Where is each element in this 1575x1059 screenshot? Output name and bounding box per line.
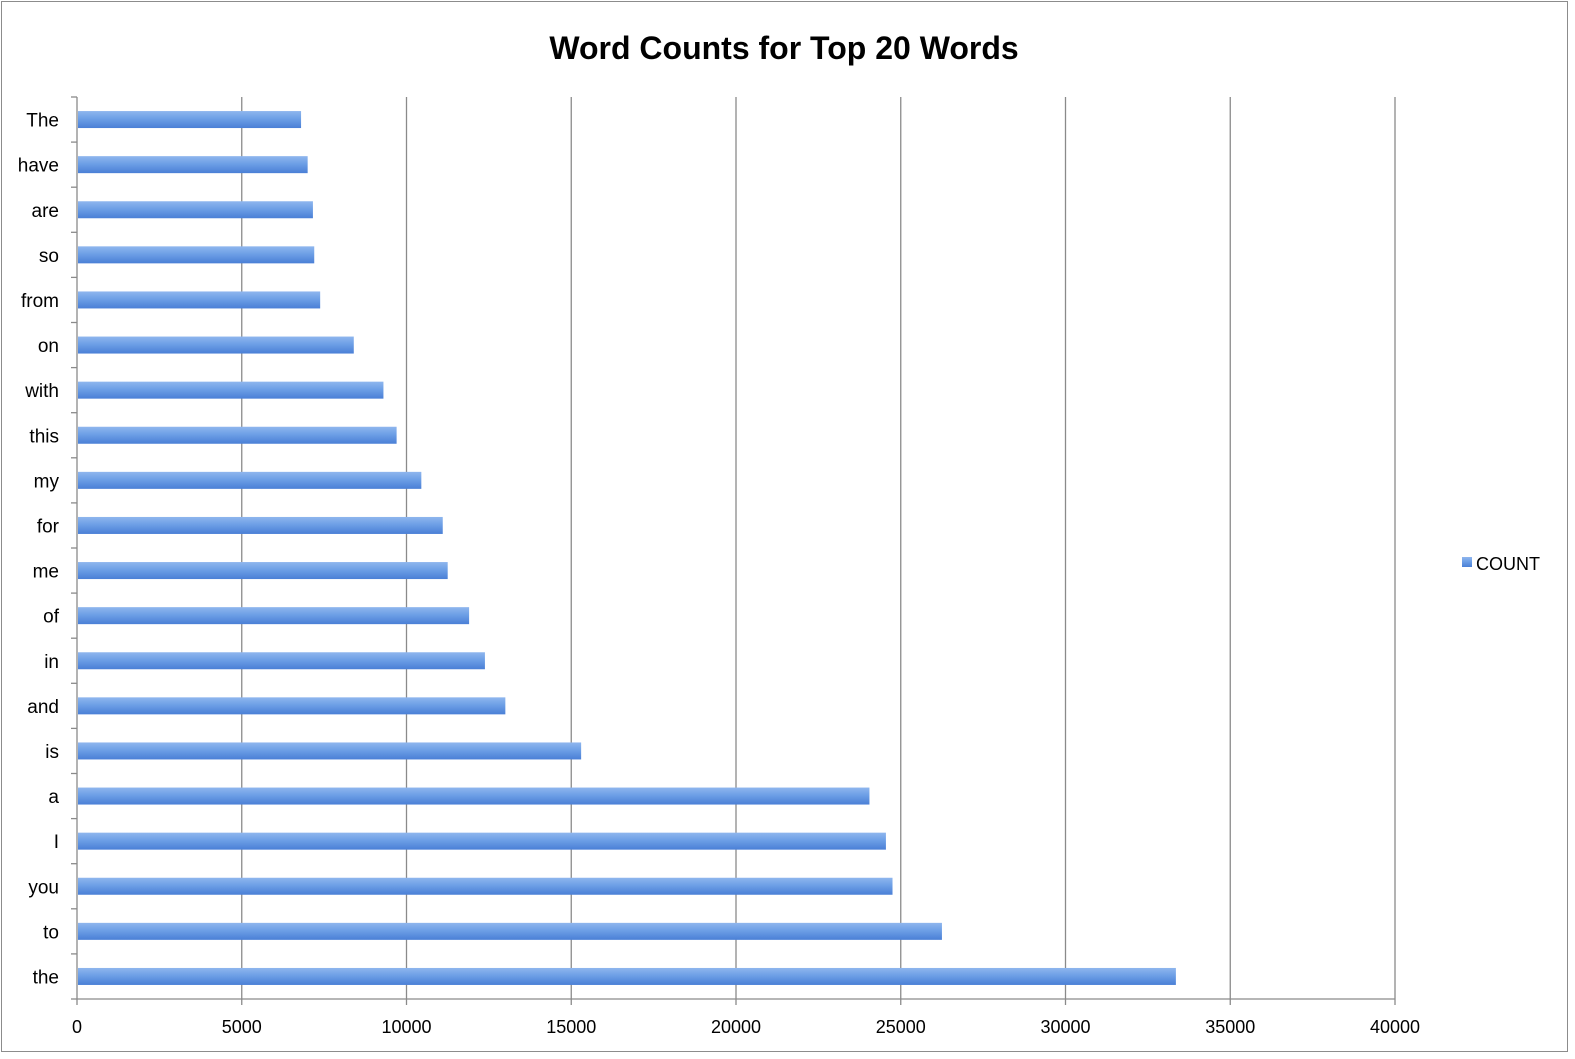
bar-on	[78, 336, 354, 354]
bar-for	[78, 516, 443, 534]
bar-are	[78, 201, 313, 219]
y-category-label: you	[28, 877, 59, 898]
legend: COUNT	[1462, 554, 1540, 574]
bar-in	[78, 652, 485, 670]
bar-my	[78, 471, 422, 489]
bar-The	[78, 111, 302, 129]
y-category-label: on	[38, 336, 59, 357]
x-tick-label: 20000	[711, 1017, 761, 1037]
legend-label: COUNT	[1476, 554, 1540, 574]
chart-title: Word Counts for Top 20 Words	[549, 30, 1018, 66]
y-category-label: are	[32, 201, 59, 222]
x-tick-label: 25000	[876, 1017, 926, 1037]
y-category-label: of	[43, 607, 60, 628]
y-category-label: me	[33, 562, 59, 583]
x-tick-label: 40000	[1370, 1017, 1420, 1037]
y-category-label: a	[48, 787, 59, 808]
axes: 0 5000 10000 15000 20000 25000 30000 35000 40000…	[18, 96, 1420, 1037]
x-tick-label: 10000	[381, 1017, 431, 1037]
bar-have	[78, 156, 308, 174]
y-category-label: have	[18, 156, 59, 177]
bar-is	[78, 742, 582, 760]
y-category-label: to	[43, 922, 59, 943]
bar-so	[78, 246, 315, 264]
x-tick-label: 30000	[1040, 1017, 1090, 1037]
y-category-label: and	[27, 697, 59, 718]
y-category-label: with	[24, 381, 59, 402]
x-tick-label: 35000	[1205, 1017, 1255, 1037]
y-category-label: this	[29, 426, 59, 447]
bar-to	[78, 922, 942, 940]
x-tick-label: 15000	[546, 1017, 596, 1037]
bar-me	[78, 562, 448, 580]
bar-a	[78, 787, 870, 805]
y-category-label: the	[33, 967, 59, 988]
y-category-label: from	[21, 291, 59, 312]
y-category-label: my	[34, 471, 60, 492]
bar-you	[78, 877, 893, 895]
gridlines	[241, 97, 1396, 999]
x-tick-label: 0	[72, 1017, 82, 1037]
bar-I	[78, 832, 886, 850]
y-category-label: so	[39, 246, 59, 267]
bar-this	[78, 426, 397, 444]
y-category-label: I	[54, 832, 59, 853]
x-tick-label: 5000	[222, 1017, 262, 1037]
y-category-label: for	[37, 516, 60, 537]
y-category-label: The	[26, 111, 59, 132]
bars	[78, 111, 1176, 985]
bar-the	[78, 967, 1176, 985]
bar-and	[78, 697, 506, 715]
bar-with	[78, 381, 384, 399]
bar-from	[78, 291, 321, 309]
legend-swatch	[1462, 557, 1472, 567]
y-category-label: in	[44, 652, 59, 673]
y-category-label: is	[45, 742, 59, 763]
bar-of	[78, 607, 470, 625]
